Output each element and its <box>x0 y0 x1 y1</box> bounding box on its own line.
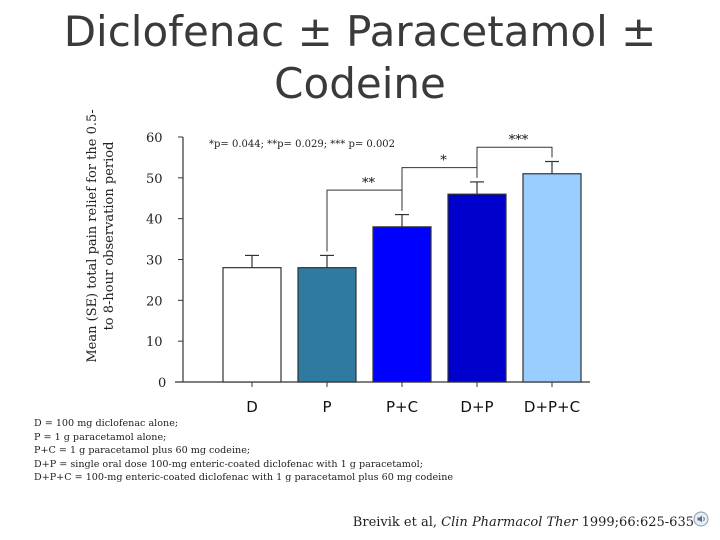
x-tick-label: P+C <box>386 398 418 416</box>
footnote-p: P = 1 g paracetamol alone; <box>34 431 167 443</box>
y-tick-label: 0 <box>158 376 166 391</box>
title-line-1: Diclofenac ± Paracetamol ± <box>63 7 657 56</box>
x-tick-label: D <box>246 398 258 416</box>
y-tick-label: 50 <box>146 172 163 187</box>
y-tick-label: 30 <box>146 254 163 269</box>
significance-label: ** <box>362 176 376 191</box>
y-tick-label: 10 <box>146 335 163 350</box>
footnote-dp: D+P = single oral dose 100-mg enteric-co… <box>34 458 423 470</box>
significance-note: *p= 0.044; **p= 0.029; *** p= 0.002 <box>209 139 395 150</box>
y-tick-label: 40 <box>146 213 163 228</box>
bar-dplusp <box>447 193 507 383</box>
x-tick-label: D+P <box>460 398 493 416</box>
citation-details: 1999;66:625-635 <box>581 515 694 530</box>
footnote-pc: P+C = 1 g paracetamol plus 60 mg codeine… <box>34 445 251 456</box>
title-line-2: Codeine <box>274 59 446 108</box>
significance-bracket <box>476 146 553 178</box>
footnotes: D = 100 mg diclofenac alone; P = 1 g par… <box>34 417 453 485</box>
bar-dpluspplusc <box>522 173 582 383</box>
bar-p <box>297 267 357 383</box>
bar-pplusc <box>372 226 432 383</box>
citation: Breivik et al, Clin Pharmacol Ther 1999;… <box>353 515 694 530</box>
citation-journal: Clin Pharmacol Ther <box>441 515 578 530</box>
significance-label: *** <box>509 133 529 148</box>
sound-icon[interactable] <box>693 511 709 527</box>
slide-title: Diclofenac ± Paracetamol ± Codeine <box>60 6 660 110</box>
y-tick-label: 20 <box>146 294 163 309</box>
significance-label: * <box>440 154 447 169</box>
bar-d <box>222 267 282 383</box>
x-tick-label: D+P+C <box>524 398 580 416</box>
x-tick-label: P <box>322 398 331 416</box>
footnote-d: D = 100 mg diclofenac alone; <box>34 418 179 429</box>
y-tick-label: 60 <box>146 131 163 146</box>
citation-authors: Breivik et al, <box>352 515 438 530</box>
footnote-dpc: D+P+C = 100-mg enteric-coated diclofenac… <box>34 472 454 483</box>
